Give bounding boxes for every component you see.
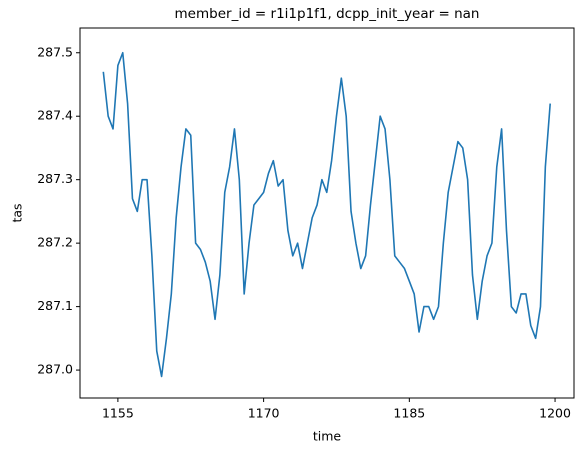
- x-axis-label: time: [313, 429, 342, 444]
- y-tick-label: 287.4: [37, 108, 73, 123]
- data-line: [102, 51, 551, 378]
- x-tick-label: 1155: [102, 406, 134, 421]
- y-tick-label: 287.5: [37, 44, 73, 59]
- y-axis-label: tas: [10, 203, 25, 222]
- y-tick-label: 287.3: [37, 171, 73, 186]
- y-tick-label: 287.0: [37, 362, 73, 377]
- chart-title: member_id = r1i1p1f1, dcpp_init_year = n…: [175, 6, 480, 22]
- y-tick-label: 287.1: [37, 298, 73, 313]
- x-tick-label: 1185: [393, 406, 425, 421]
- y-tick-label: 287.2: [37, 235, 73, 250]
- x-tick-label: 1200: [539, 406, 571, 421]
- x-tick-label: 1170: [248, 406, 280, 421]
- plot-frame: [79, 27, 575, 399]
